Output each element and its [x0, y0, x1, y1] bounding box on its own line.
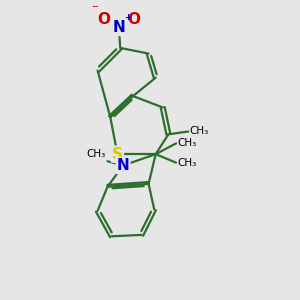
Text: CH₃: CH₃	[190, 127, 209, 136]
Text: O: O	[98, 12, 111, 27]
Text: CH₃: CH₃	[178, 138, 197, 148]
Text: CH₃: CH₃	[86, 149, 106, 159]
Text: +: +	[124, 14, 131, 22]
Text: N: N	[117, 158, 130, 173]
Text: CH₃: CH₃	[178, 158, 197, 168]
Text: O: O	[127, 12, 140, 27]
Text: S: S	[112, 147, 123, 162]
Text: N: N	[112, 20, 125, 35]
Text: ⁻: ⁻	[91, 3, 98, 16]
